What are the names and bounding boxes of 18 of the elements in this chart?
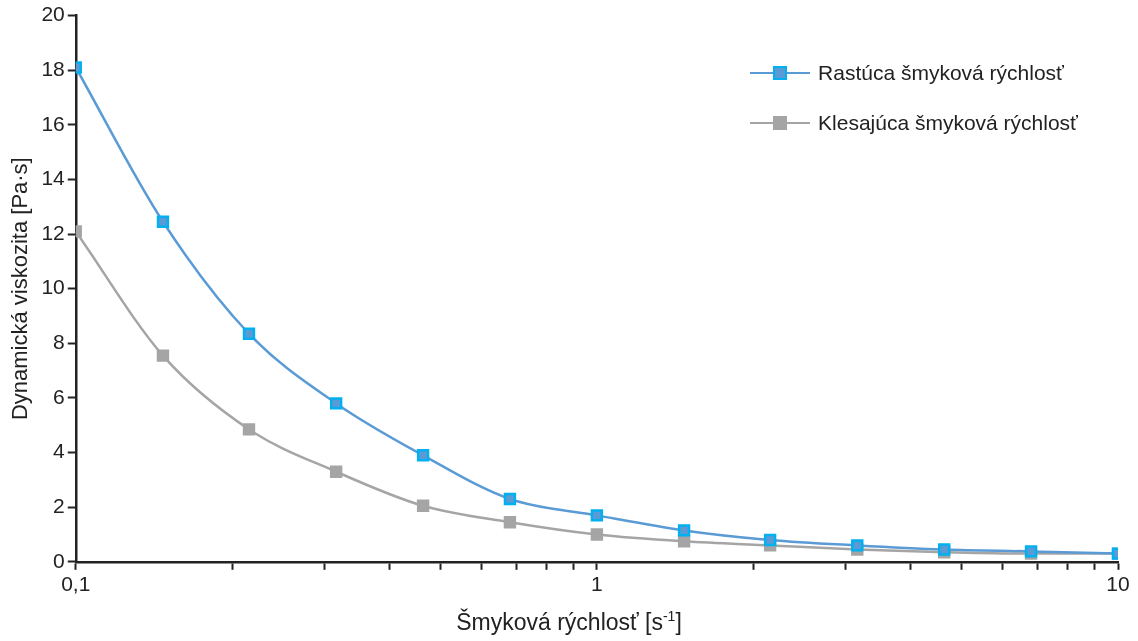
x-tick-label: 10 <box>1106 572 1130 596</box>
y-tick-label: 16 <box>41 111 65 135</box>
legend-label: Rastúca šmyková rýchlosť <box>818 61 1064 85</box>
x-tick-label: 0,1 <box>61 572 91 596</box>
y-tick-label: 8 <box>53 330 65 354</box>
y-axis-title: Dynamická viskozita [Pa·s] <box>7 157 33 421</box>
y-tick-label: 12 <box>41 220 65 244</box>
y-tick-label: 0 <box>53 548 65 572</box>
y-tick-label: 18 <box>41 57 65 81</box>
y-tick-label: 10 <box>41 275 65 299</box>
y-tick-label: 4 <box>53 439 66 463</box>
y-tick-label: 2 <box>53 493 65 517</box>
y-tick-label: 6 <box>53 384 65 408</box>
x-tick-label: 1 <box>591 572 603 596</box>
y-tick-label: 14 <box>41 166 66 190</box>
y-tick-label: 20 <box>41 2 65 26</box>
x-axis-title: Šmyková rýchlosť [s$^{-1}$] <box>455 608 683 636</box>
legend-label: Klesajúca šmyková rýchlosť <box>818 111 1078 135</box>
